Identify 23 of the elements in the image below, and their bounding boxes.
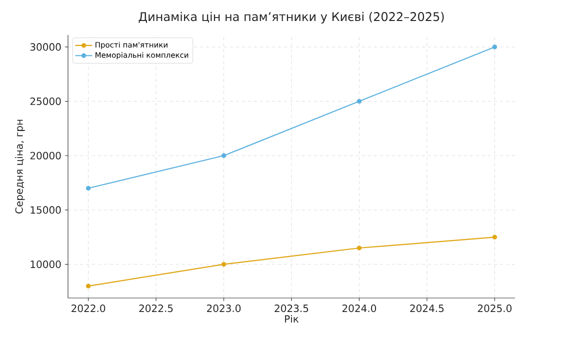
point — [221, 153, 226, 158]
x-tick-label: 2023.0 — [207, 304, 241, 312]
x-tick-label: 2024.5 — [410, 304, 444, 312]
point — [86, 186, 91, 191]
point — [221, 262, 226, 267]
point — [356, 98, 362, 104]
point — [492, 44, 498, 50]
x-axis-title: Рік — [285, 314, 299, 323]
y-tick-label: 10000 — [30, 260, 61, 268]
x-tick-label: 2023.5 — [274, 304, 308, 312]
y-tick-label: 15000 — [30, 206, 61, 214]
x-tick-label: 2024.0 — [342, 304, 376, 312]
y-axis-title: Середня ціна, грн — [15, 120, 25, 214]
y-tick-label: 20000 — [30, 152, 61, 160]
x-tick-label: 2022.0 — [72, 304, 106, 312]
y-tick-label: 30000 — [30, 43, 61, 51]
y-tick-label: 25000 — [30, 98, 61, 106]
point — [356, 246, 362, 250]
point — [86, 284, 91, 288]
chart-title: Динаміка цін на пам’ятники у Києві (2022–2025) — [138, 12, 444, 24]
x-tick-label: 2022.5 — [139, 304, 173, 312]
point — [492, 234, 498, 240]
x-tick-label: 2025.0 — [478, 304, 512, 312]
